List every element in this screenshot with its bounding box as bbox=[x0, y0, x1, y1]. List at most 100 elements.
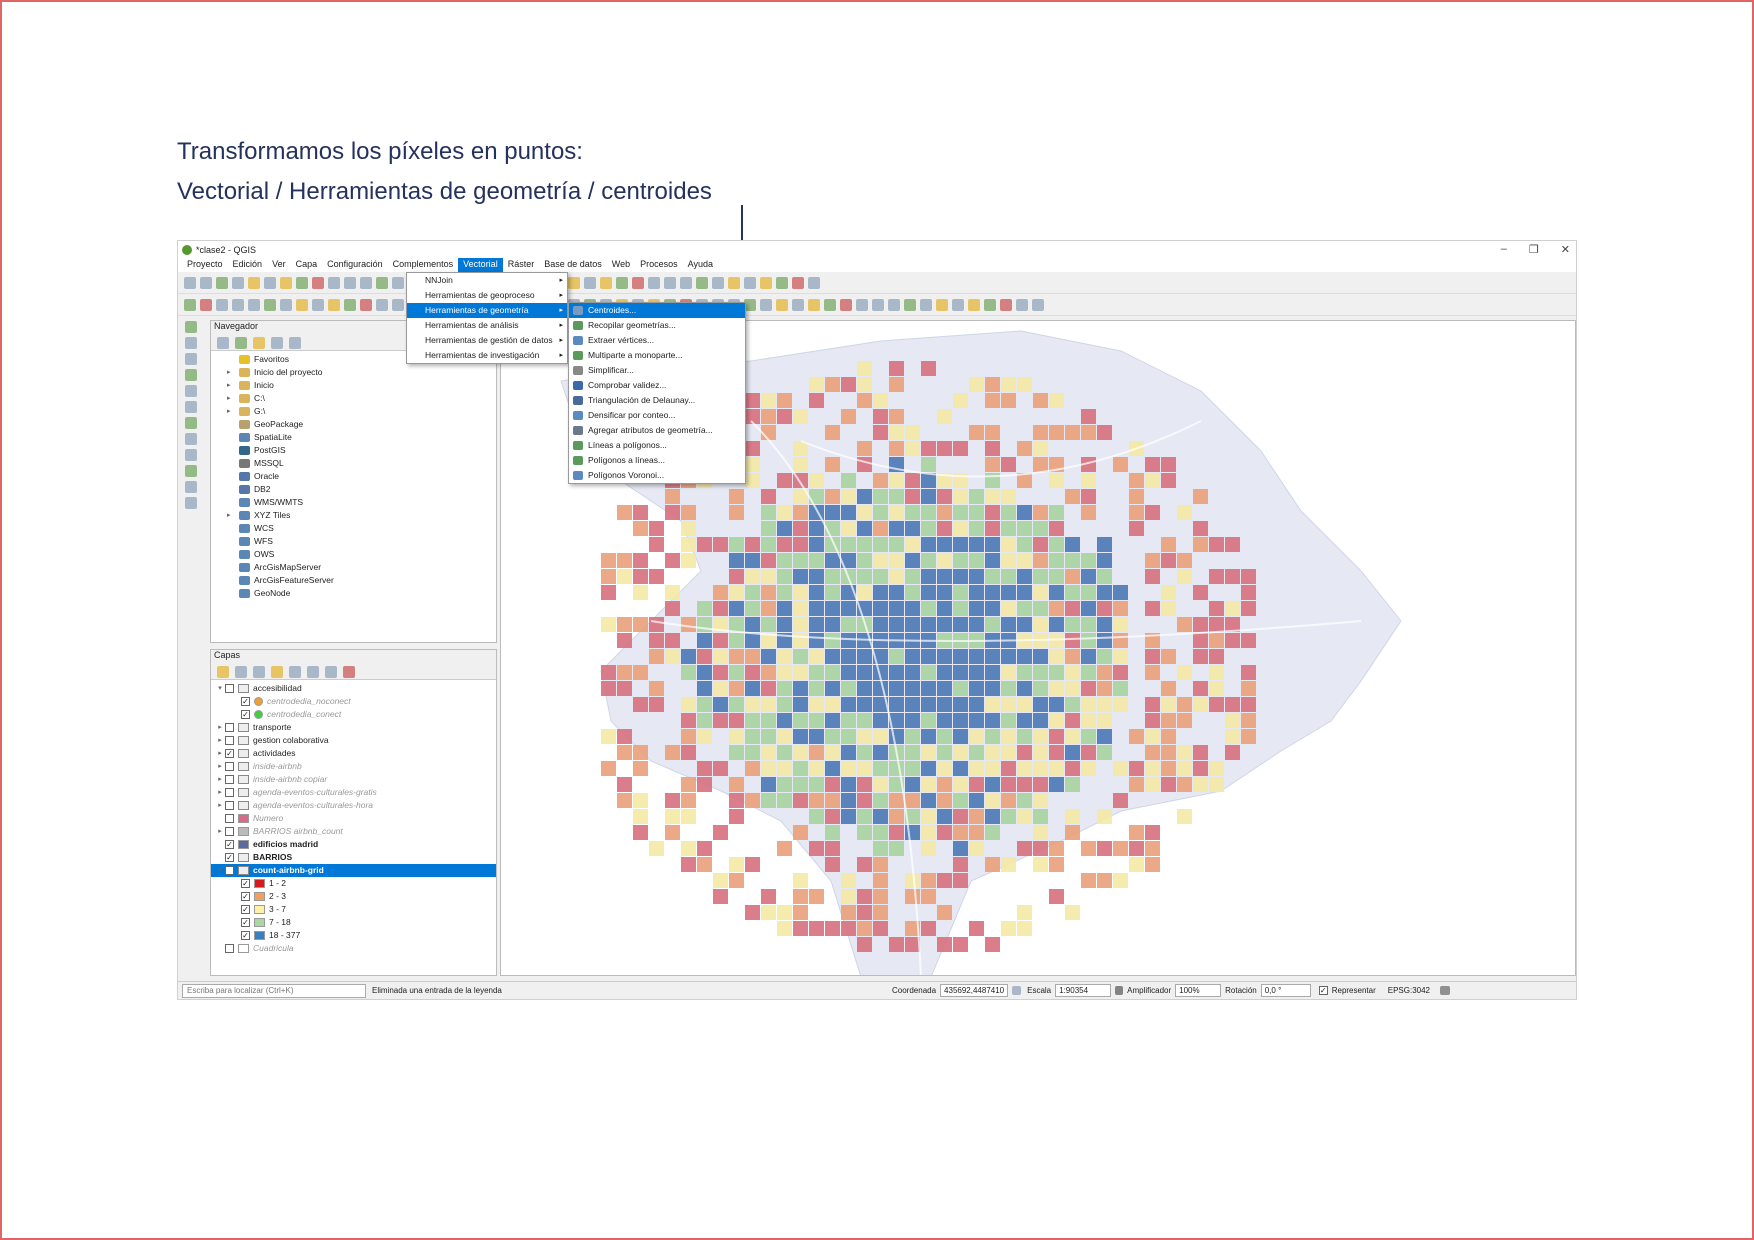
menu-ver[interactable]: Ver bbox=[272, 259, 286, 269]
toolbar-button-icon[interactable] bbox=[808, 276, 820, 289]
toolbar-button-icon[interactable] bbox=[632, 276, 644, 289]
toolbar-button-icon[interactable] bbox=[376, 298, 388, 311]
layer-item[interactable]: ✓ 1 - 2 bbox=[211, 877, 496, 890]
add-layer-icon[interactable] bbox=[185, 417, 197, 429]
add-group-icon[interactable] bbox=[235, 665, 247, 678]
navigator-item[interactable]: GeoPackage bbox=[211, 418, 496, 431]
geometry-menu-item[interactable]: Recopilar geometrías... bbox=[569, 318, 745, 333]
vector-menu-item[interactable]: Herramientas de investigación ▸ bbox=[407, 348, 567, 363]
visibility-icon[interactable] bbox=[253, 665, 265, 678]
menu-complementos[interactable]: Complementos bbox=[392, 259, 454, 269]
toolbar-button-icon[interactable] bbox=[264, 298, 276, 311]
toolbar-button-icon[interactable] bbox=[696, 276, 708, 289]
navigator-item[interactable]: ▸ XYZ Tiles bbox=[211, 509, 496, 522]
layer-item[interactable]: ✓ centrodedia_conect bbox=[211, 708, 496, 721]
layer-item[interactable]: ▾ accesibilidad bbox=[211, 682, 496, 695]
geometry-menu-item[interactable]: Comprobar validez... bbox=[569, 378, 745, 393]
layer-visibility-checkbox[interactable]: ✓ bbox=[241, 697, 250, 706]
toolbar-button-icon[interactable] bbox=[808, 298, 820, 311]
add-layer-icon[interactable] bbox=[185, 465, 197, 477]
add-layer-icon[interactable] bbox=[185, 385, 197, 397]
toolbar-button-icon[interactable] bbox=[600, 276, 612, 289]
vector-menu-item[interactable]: Herramientas de gestión de datos ▸ bbox=[407, 333, 567, 348]
geometry-menu-item[interactable]: Multiparte a monoparte... bbox=[569, 348, 745, 363]
expand-arrow-icon[interactable]: ▸ bbox=[218, 802, 222, 809]
navigator-item[interactable]: PostGIS bbox=[211, 444, 496, 457]
map-canvas[interactable] bbox=[500, 320, 1576, 976]
menu-web[interactable]: Web bbox=[611, 259, 631, 269]
toolbar-button-icon[interactable] bbox=[376, 276, 388, 289]
navigator-item[interactable]: ▸ Inicio bbox=[211, 379, 496, 392]
navigator-item[interactable]: WMS/WMTS bbox=[211, 496, 496, 509]
rotation-field[interactable]: 0,0 ° bbox=[1260, 984, 1311, 997]
toolbar-button-icon[interactable] bbox=[568, 276, 580, 289]
layer-visibility-checkbox[interactable] bbox=[225, 723, 234, 732]
toolbar-button-icon[interactable] bbox=[200, 298, 212, 311]
expand-arrow-icon[interactable]: ▸ bbox=[227, 395, 231, 402]
toolbar-button-icon[interactable] bbox=[328, 298, 340, 311]
expand-arrow-icon[interactable]: ▸ bbox=[218, 789, 222, 796]
expression-icon[interactable] bbox=[289, 665, 301, 678]
layer-visibility-checkbox[interactable]: ✓ bbox=[241, 879, 250, 888]
render-checkbox[interactable]: ✓ bbox=[1318, 986, 1328, 995]
scale-field[interactable]: 1:90354 bbox=[1055, 984, 1112, 997]
expand-arrow-icon[interactable]: ▾ bbox=[218, 867, 222, 874]
expand-arrow-icon[interactable]: ▸ bbox=[218, 724, 222, 731]
layer-visibility-checkbox[interactable]: ✓ bbox=[241, 905, 250, 914]
navigator-item[interactable]: SpatiaLite bbox=[211, 431, 496, 444]
filter-icon[interactable] bbox=[253, 336, 265, 349]
refresh-icon[interactable] bbox=[235, 336, 247, 349]
toolbar-button-icon[interactable] bbox=[792, 298, 804, 311]
toolbar-button-icon[interactable] bbox=[216, 298, 228, 311]
toolbar-button-icon[interactable] bbox=[328, 276, 340, 289]
layer-item[interactable]: Cuadricula bbox=[211, 942, 496, 955]
add-layer-icon[interactable] bbox=[185, 449, 197, 461]
remove-layer-icon[interactable] bbox=[343, 665, 355, 678]
geometry-menu-item[interactable]: Líneas a polígonos... bbox=[569, 438, 745, 453]
layer-item[interactable]: ▸ gestion colaborativa bbox=[211, 734, 496, 747]
layer-visibility-checkbox[interactable] bbox=[225, 827, 234, 836]
toolbar-button-icon[interactable] bbox=[936, 298, 948, 311]
toolbar-button-icon[interactable] bbox=[312, 298, 324, 311]
toolbar-button-icon[interactable] bbox=[712, 276, 724, 289]
toolbar-button-icon[interactable] bbox=[744, 298, 756, 311]
menu-edición[interactable]: Edición bbox=[232, 259, 263, 269]
expand-arrow-icon[interactable]: ▸ bbox=[218, 737, 222, 744]
layer-visibility-checkbox[interactable]: ✓ bbox=[241, 918, 250, 927]
add-layer-icon[interactable] bbox=[185, 337, 197, 349]
layer-item[interactable]: ▸ transporte bbox=[211, 721, 496, 734]
expand-arrow-icon[interactable]: ▸ bbox=[218, 763, 222, 770]
vector-menu-item[interactable]: Herramientas de geoproceso ▸ bbox=[407, 288, 567, 303]
add-layer-icon[interactable] bbox=[185, 369, 197, 381]
add-layer-icon[interactable] bbox=[185, 433, 197, 445]
menu-ayuda[interactable]: Ayuda bbox=[687, 259, 713, 269]
toolbar-button-icon[interactable] bbox=[360, 276, 372, 289]
navigator-item[interactable]: ▸ C:\ bbox=[211, 392, 496, 405]
toolbar-button-icon[interactable] bbox=[776, 276, 788, 289]
layer-visibility-checkbox[interactable]: ✓ bbox=[241, 892, 250, 901]
layer-visibility-checkbox[interactable]: ✓ bbox=[225, 853, 234, 862]
add-layer-icon[interactable] bbox=[185, 497, 197, 509]
expand-arrow-icon[interactable]: ▸ bbox=[227, 382, 231, 389]
toolbar-button-icon[interactable] bbox=[200, 276, 212, 289]
toolbar-button-icon[interactable] bbox=[392, 298, 404, 311]
layer-visibility-checkbox[interactable] bbox=[225, 788, 234, 797]
toolbar-button-icon[interactable] bbox=[312, 276, 324, 289]
toolbar-button-icon[interactable] bbox=[728, 276, 740, 289]
add-layer-icon[interactable] bbox=[185, 321, 197, 333]
toolbar-button-icon[interactable] bbox=[840, 298, 852, 311]
toolbar-button-icon[interactable] bbox=[616, 276, 628, 289]
expand-arrow-icon[interactable]: ▸ bbox=[227, 512, 231, 519]
layer-item[interactable]: ✓ 2 - 3 bbox=[211, 890, 496, 903]
coord-toggle-icon[interactable] bbox=[1012, 986, 1022, 995]
geometry-menu-item[interactable]: Polígonos Voronoi... bbox=[569, 468, 745, 483]
layer-visibility-checkbox[interactable] bbox=[225, 736, 234, 745]
toolbar-button-icon[interactable] bbox=[232, 298, 244, 311]
expand-arrow-icon[interactable]: ▸ bbox=[218, 750, 222, 757]
toolbar-button-icon[interactable] bbox=[296, 276, 308, 289]
navigator-item[interactable]: Favoritos bbox=[211, 353, 496, 366]
navigator-item[interactable]: WCS bbox=[211, 522, 496, 535]
toolbar-button-icon[interactable] bbox=[344, 298, 356, 311]
toolbar-button-icon[interactable] bbox=[872, 298, 884, 311]
layer-item[interactable]: ▸ BARRIOS airbnb_count bbox=[211, 825, 496, 838]
